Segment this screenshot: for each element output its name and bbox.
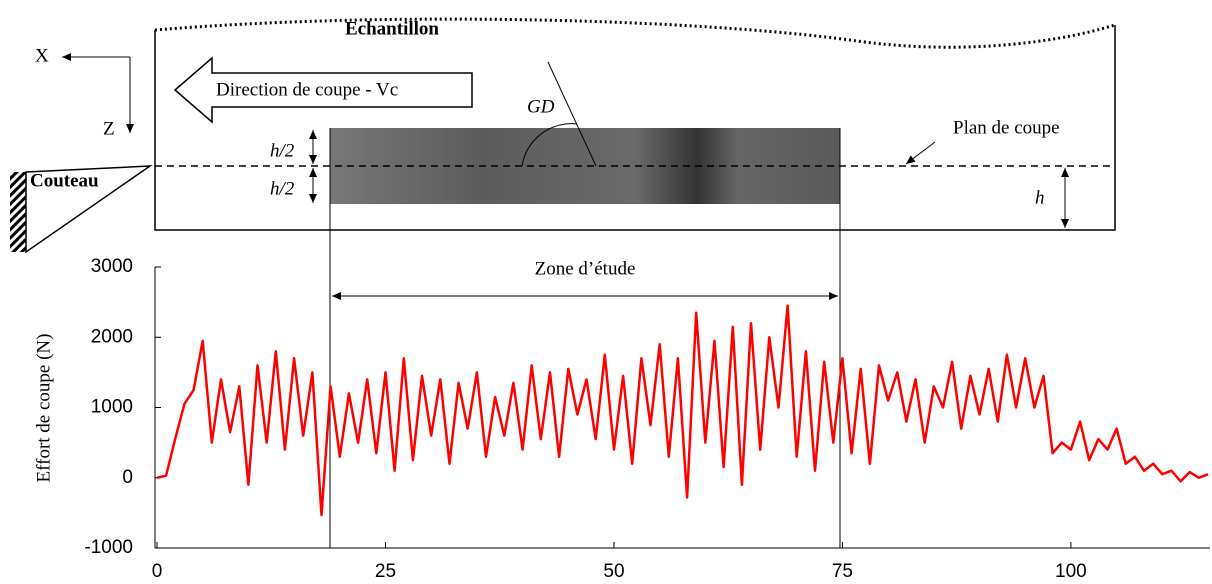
y-tick-label: 0 (122, 467, 133, 488)
plane-pointer (905, 141, 936, 165)
knife-label: Couteau (30, 170, 99, 191)
direction-label: Direction de coupe - Vc (216, 79, 398, 100)
y-tick-label: -1000 (84, 537, 133, 558)
y-tick-label: 2000 (91, 326, 133, 347)
sample-box (154, 25, 1116, 231)
x-tick-label: 0 (152, 561, 163, 582)
x-tick-label: 75 (832, 561, 853, 582)
angle-label: GD (527, 96, 555, 117)
data-line (156, 304, 1209, 517)
sample-image (330, 128, 840, 204)
knife-holder (10, 172, 26, 252)
x-label: X (35, 45, 49, 66)
zone-label: Zone d’étude (535, 258, 636, 279)
sample-top (154, 17, 1116, 49)
y-axis-label: Effort de coupe (N) (33, 334, 54, 483)
x-tick-label: 50 (603, 561, 624, 582)
half-label: h/2 (270, 140, 295, 161)
knife (25, 165, 153, 254)
angle-arc (521, 123, 578, 167)
sample-label: Echantillon (345, 18, 439, 39)
z-label: Z (103, 118, 115, 139)
y-tick-label: 1000 (91, 397, 133, 418)
depth-label: h (1035, 187, 1045, 208)
half-label: h/2 (270, 178, 295, 199)
x-tick-label: 100 (1055, 561, 1087, 582)
direction-arrow (173, 56, 473, 124)
angle-line (547, 61, 597, 167)
y-tick-label: 3000 (91, 256, 133, 277)
plane-label: Plan de coupe (953, 117, 1060, 138)
x-tick-label: 25 (375, 561, 396, 582)
